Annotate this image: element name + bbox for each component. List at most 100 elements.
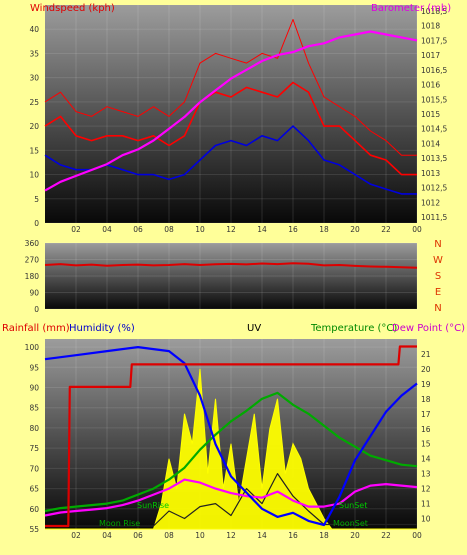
compass-label: S	[435, 271, 441, 282]
windspeed-axis-title: Windspeed (kph)	[30, 3, 115, 14]
y2-tick-label: 1013,5	[421, 154, 447, 163]
weather-left-ticks: 55 60 65 70 75 80 85 90 95 100	[25, 343, 40, 534]
y2-tick-label: 1012	[421, 198, 440, 207]
sunset-annotation: SunSet	[339, 501, 367, 510]
y-tick-label: 60	[29, 505, 39, 514]
y2-tick-label: 15	[421, 440, 431, 449]
y-tick-label: 90	[29, 384, 39, 393]
y-tick-label: 10	[29, 171, 39, 180]
series-rainfall	[45, 345, 417, 528]
y2-tick-label: 14	[421, 455, 431, 464]
compass-label: E	[435, 287, 441, 298]
x-tick-label: 08	[164, 225, 174, 234]
y2-tick-label: 1014	[421, 139, 440, 148]
direction-grid	[45, 242, 418, 310]
compass-label: W	[433, 255, 443, 266]
y-tick-label: 80	[29, 424, 39, 433]
y2-tick-label: 1016,5	[421, 66, 447, 75]
y-tick-label: 5	[34, 195, 39, 204]
y-tick-label: 85	[29, 404, 39, 413]
y2-tick-label: 1016	[421, 81, 440, 90]
y-tick-label: 20	[29, 122, 39, 131]
x-tick-label: 02	[71, 531, 81, 540]
y2-tick-label: 11	[421, 500, 431, 509]
y-tick-label: 30	[29, 74, 39, 83]
rainfall-axis-title: Rainfall (mm)	[2, 323, 70, 334]
y2-tick-label: 10	[421, 515, 431, 524]
x-tick-label: 20	[350, 531, 360, 540]
weather-x-ticks: 02 04 06 08 10 12 14 16 18 20 22 00	[71, 531, 422, 540]
wind-right-ticks: 1011,5 1012 1012,5 1013 1013,5 1014 1014,5 1015…	[421, 7, 447, 222]
y2-tick-label: 1012,5	[421, 184, 447, 193]
x-tick-label: 10	[195, 531, 205, 540]
x-tick-label: 22	[381, 225, 391, 234]
y2-tick-label: 1018,5	[421, 7, 447, 16]
y-tick-label: 95	[29, 363, 39, 372]
x-tick-label: 14	[257, 225, 267, 234]
x-tick-label: 22	[381, 531, 391, 540]
x-tick-label: 04	[102, 225, 112, 234]
x-tick-label: 12	[226, 225, 236, 234]
x-tick-label: 18	[319, 531, 329, 540]
x-tick-label: 00	[412, 531, 422, 540]
humidity-axis-title: Humidity (%)	[69, 323, 135, 334]
wind-series	[44, 19, 418, 195]
y2-tick-label: 12	[421, 485, 431, 494]
y-tick-label: 15	[29, 146, 39, 155]
y2-tick-label: 16	[421, 425, 431, 434]
dewpoint-axis-title: Dew Point (°C)	[392, 323, 465, 334]
x-tick-label: 20	[350, 225, 360, 234]
x-tick-label: 12	[226, 531, 236, 540]
uv-axis-title: UV	[247, 323, 261, 334]
direction-plot-area	[45, 243, 417, 309]
barometer-axis-title: Barometer (mb)	[371, 3, 451, 14]
series-temperature	[44, 391, 418, 513]
x-tick-label: 02	[71, 225, 81, 234]
y2-tick-label: 13	[421, 470, 431, 479]
y-tick-label: 35	[29, 49, 39, 58]
series-windspeed	[44, 81, 417, 176]
moonrise-annotation: Moon Rise	[99, 519, 140, 528]
y-tick-label: 55	[29, 525, 39, 534]
series-dew-point	[44, 478, 418, 517]
y-tick-label: 270	[25, 256, 40, 265]
y2-tick-label: 21	[421, 350, 431, 359]
y-tick-label: 100	[25, 343, 40, 352]
y2-tick-label: 1015	[421, 110, 440, 119]
x-tick-label: 00	[412, 225, 422, 234]
series-barometer	[44, 30, 418, 192]
wind-grid	[45, 5, 418, 224]
series-direction	[44, 262, 418, 269]
y-tick-label: 90	[29, 289, 39, 298]
y2-tick-label: 1017	[421, 51, 440, 60]
x-tick-label: 18	[319, 225, 329, 234]
y2-tick-label: 1015,5	[421, 95, 447, 104]
y2-tick-label: 17	[421, 410, 431, 419]
y-tick-label: 40	[29, 25, 39, 34]
y-tick-label: 180	[25, 272, 40, 281]
weather-right-ticks: 10 11 12 13 14 15 16 17 18 19 20 21	[421, 350, 431, 524]
wind-left-ticks: 0 5 10 15 20 25 30 35 40	[29, 25, 39, 228]
y2-tick-label: 18	[421, 395, 431, 404]
series-uv	[45, 368, 417, 530]
direction-series	[44, 262, 418, 269]
y-tick-label: 75	[29, 444, 39, 453]
wind-plot-area	[45, 5, 417, 223]
compass-label: N	[434, 303, 441, 314]
y2-tick-label: 19	[421, 380, 431, 389]
y2-tick-label: 20	[421, 365, 431, 374]
y-tick-label: 65	[29, 485, 39, 494]
y2-tick-label: 1013	[421, 169, 440, 178]
x-tick-label: 04	[102, 531, 112, 540]
y2-tick-label: 1011,5	[421, 213, 447, 222]
series-solar	[45, 473, 417, 527]
sunrise-annotation: SunRise	[137, 501, 169, 510]
x-tick-label: 06	[133, 225, 143, 234]
y2-tick-label: 1017,5	[421, 36, 447, 45]
x-tick-label: 06	[133, 531, 143, 540]
y-tick-label: 0	[34, 219, 39, 228]
compass-label: N	[434, 239, 441, 250]
x-tick-label: 10	[195, 225, 205, 234]
x-tick-label: 16	[288, 531, 298, 540]
